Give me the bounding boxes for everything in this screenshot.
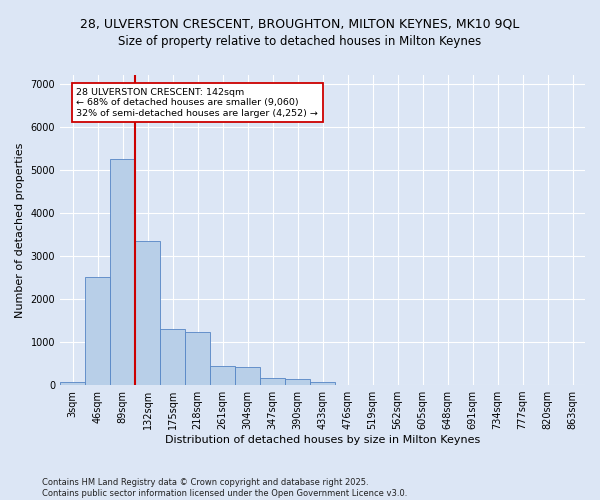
Bar bbox=[185, 332, 210, 385]
Bar bbox=[285, 380, 310, 385]
Bar bbox=[260, 378, 285, 385]
Bar bbox=[135, 241, 160, 385]
Bar bbox=[310, 382, 335, 385]
Bar bbox=[160, 329, 185, 385]
Bar bbox=[235, 366, 260, 385]
Text: Size of property relative to detached houses in Milton Keynes: Size of property relative to detached ho… bbox=[118, 35, 482, 48]
Text: 28 ULVERSTON CRESCENT: 142sqm
← 68% of detached houses are smaller (9,060)
32% o: 28 ULVERSTON CRESCENT: 142sqm ← 68% of d… bbox=[76, 88, 318, 118]
Bar bbox=[210, 366, 235, 385]
X-axis label: Distribution of detached houses by size in Milton Keynes: Distribution of detached houses by size … bbox=[165, 435, 480, 445]
Bar bbox=[60, 382, 85, 385]
Y-axis label: Number of detached properties: Number of detached properties bbox=[15, 142, 25, 318]
Text: Contains HM Land Registry data © Crown copyright and database right 2025.
Contai: Contains HM Land Registry data © Crown c… bbox=[42, 478, 407, 498]
Text: 28, ULVERSTON CRESCENT, BROUGHTON, MILTON KEYNES, MK10 9QL: 28, ULVERSTON CRESCENT, BROUGHTON, MILTO… bbox=[80, 18, 520, 30]
Bar bbox=[110, 159, 135, 385]
Bar bbox=[85, 278, 110, 385]
